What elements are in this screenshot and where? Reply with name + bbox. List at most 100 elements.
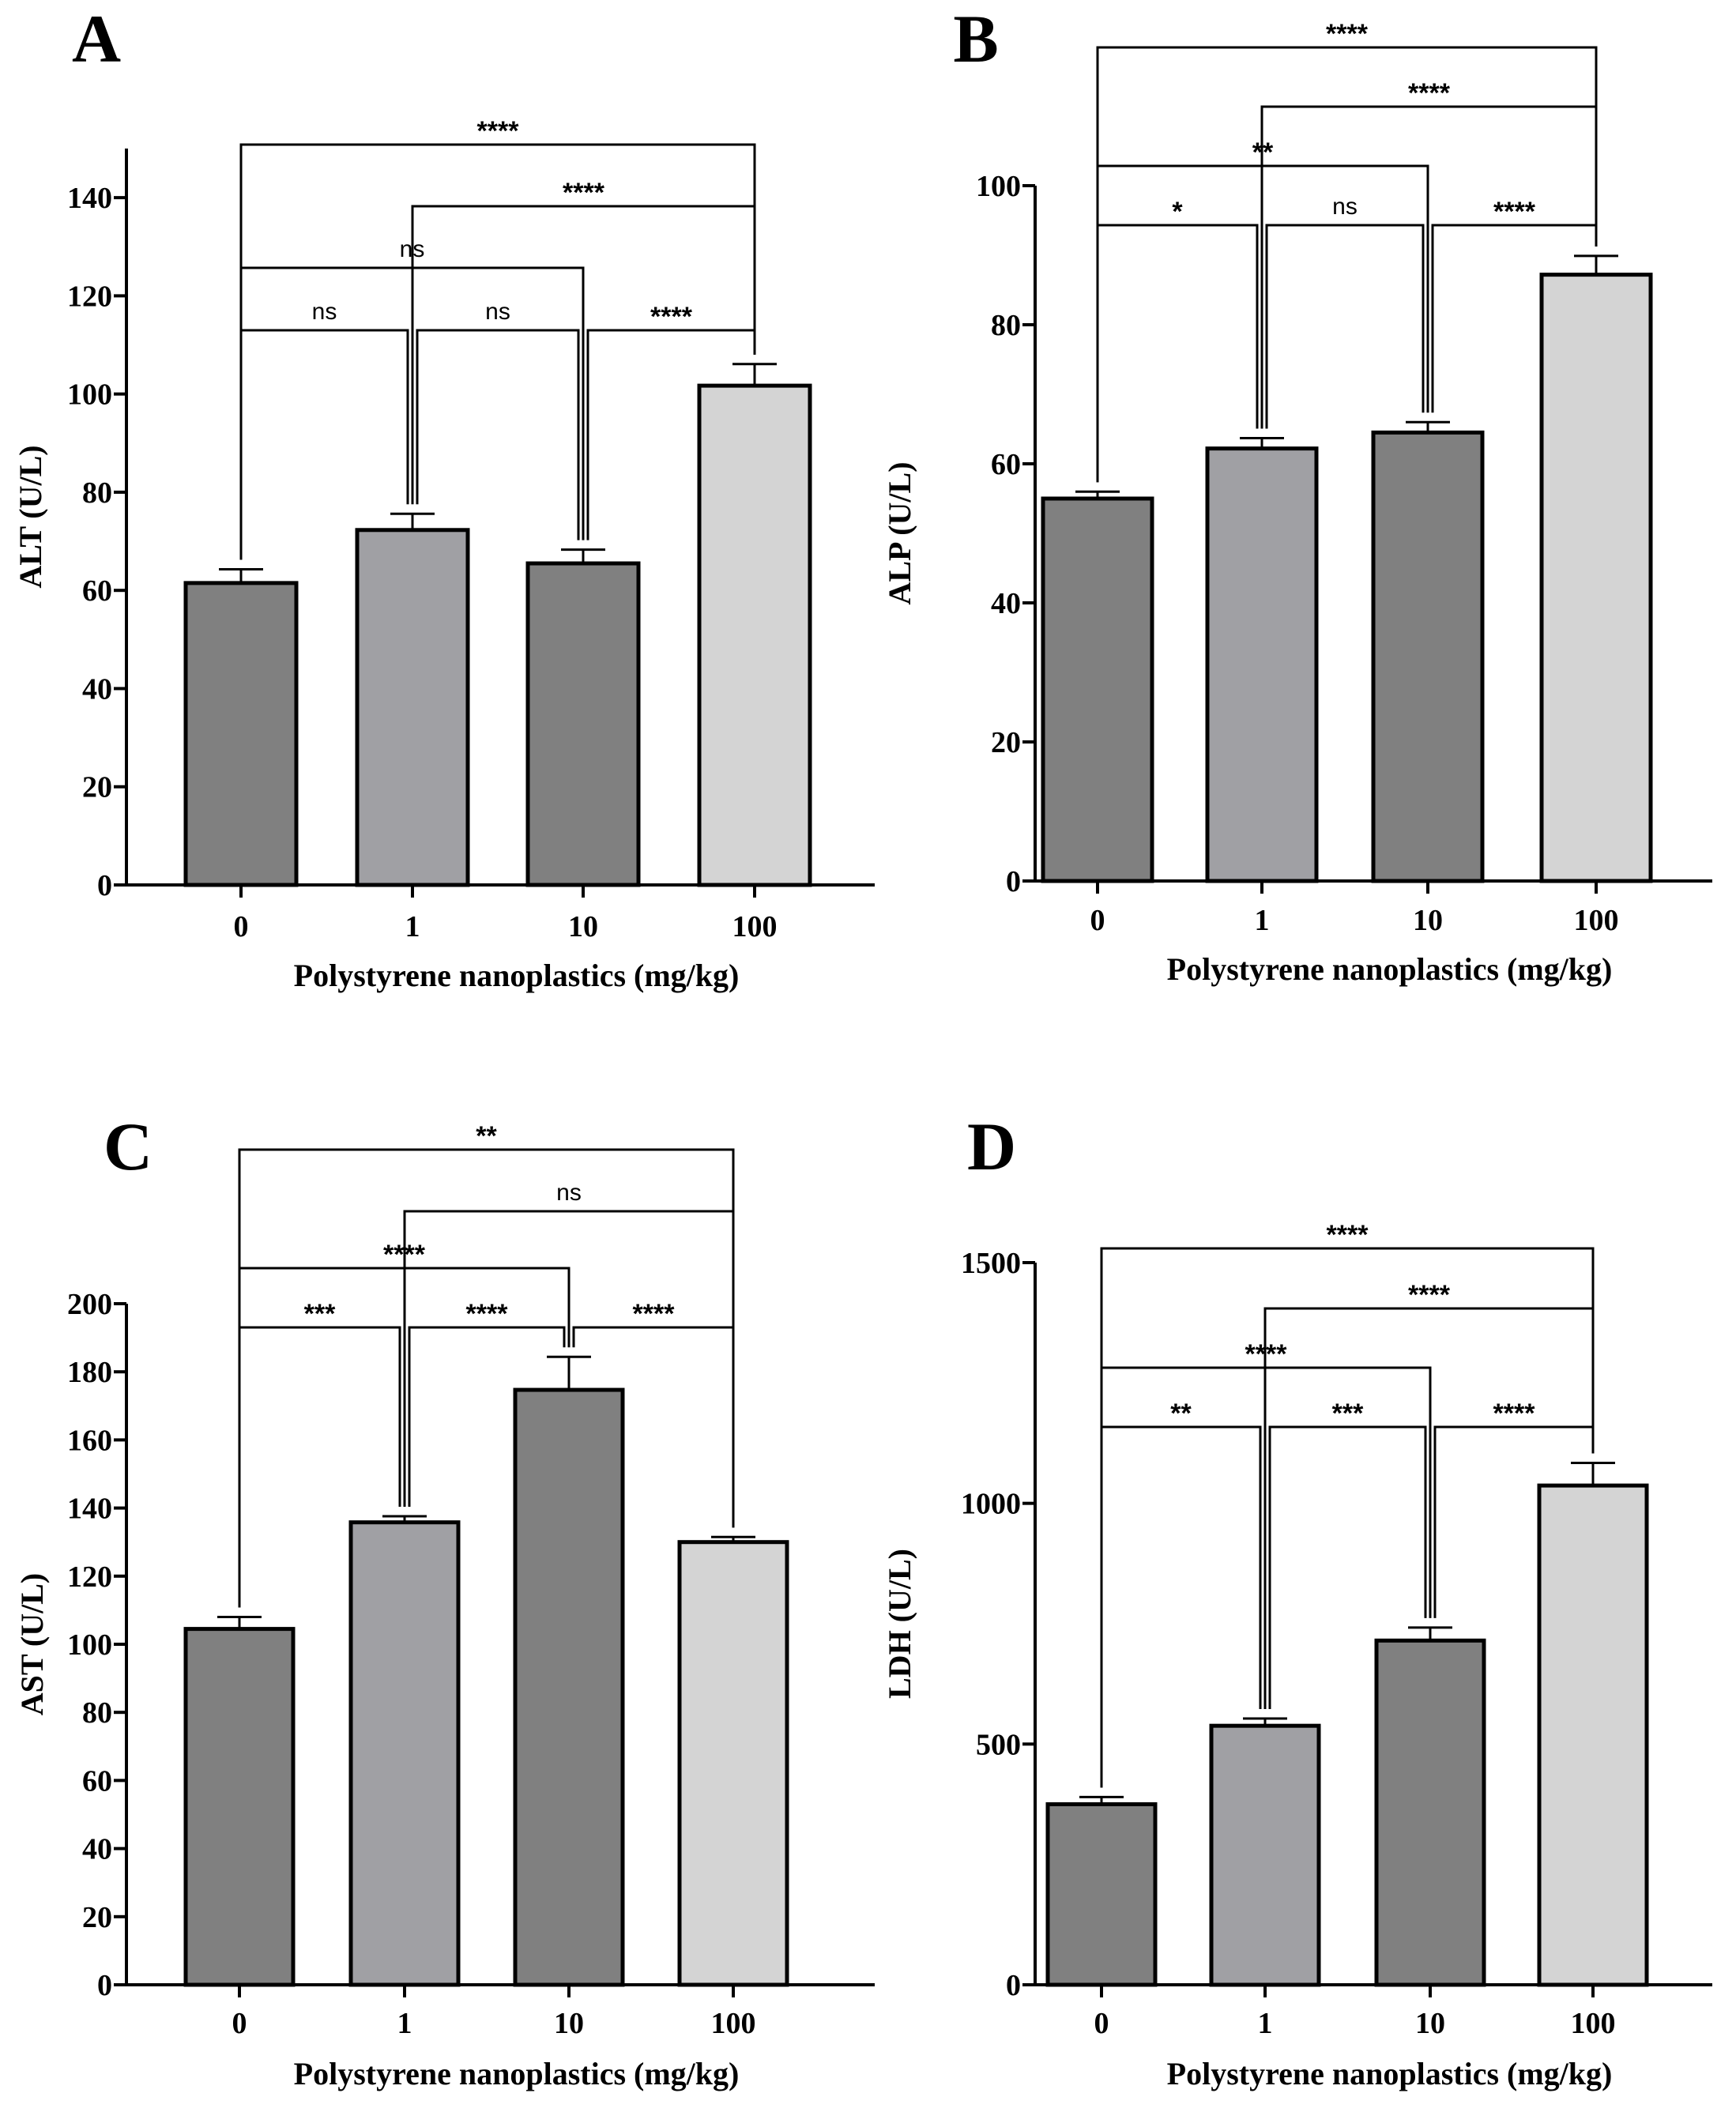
x-tick-label: 100: [1571, 2007, 1616, 2040]
significance-label: ****: [1326, 19, 1369, 49]
x-tick-label: 1: [1258, 2007, 1273, 2040]
x-tick-label: 10: [568, 910, 598, 943]
bar-100: [677, 1540, 789, 1987]
x-axis-title: Polystyrene nanoplastics (mg/kg): [1167, 2056, 1613, 2091]
bar-1: [1209, 1723, 1321, 1987]
y-tick-label: 500: [976, 1728, 1021, 1761]
bar-0: [183, 1627, 296, 1987]
significance-bracket: [416, 329, 580, 540]
significance-bracket: [1096, 224, 1259, 483]
x-tick-label: 0: [232, 2007, 247, 2040]
significance-label: ****: [1327, 1220, 1369, 1250]
x-tick-label: 0: [1090, 904, 1105, 937]
y-tick-label: 0: [1006, 865, 1021, 898]
bar-1: [1205, 446, 1319, 883]
y-tick-label: 120: [67, 1560, 112, 1594]
significance-label: ****: [633, 1299, 676, 1329]
x-axis-title: Polystyrene nanoplastics (mg/kg): [294, 2056, 740, 2091]
significance-label: ****: [650, 302, 693, 332]
x-tick-label: 0: [234, 910, 249, 943]
y-tick-label: 180: [67, 1356, 112, 1389]
x-tick-label: 100: [711, 2007, 756, 2040]
significance-label: ns: [556, 1180, 582, 1206]
significance-label: **: [1170, 1399, 1192, 1429]
y-tick-label: 140: [67, 182, 112, 215]
significance-bracket: [1268, 1425, 1427, 1710]
y-tick-label: 120: [67, 280, 112, 313]
significance-bracket: [239, 143, 756, 560]
bar-0: [1041, 496, 1154, 883]
y-axis-title: ALT (U/L): [13, 445, 48, 588]
significance-bracket: [1265, 224, 1425, 429]
y-tick-label: 0: [97, 869, 112, 902]
bar-10: [1374, 1638, 1486, 1987]
y-tick-label: 60: [82, 1764, 112, 1798]
y-tick-label: 160: [67, 1424, 112, 1457]
y-tick-label: 0: [97, 1969, 112, 2002]
significance-label: ***: [304, 1299, 336, 1329]
significance-label: ****: [466, 1299, 509, 1329]
y-tick-label: 1500: [961, 1247, 1021, 1280]
y-tick-label: 60: [82, 574, 112, 608]
x-tick-label: 100: [732, 910, 778, 943]
bar-10: [525, 561, 641, 887]
bar-10: [513, 1387, 625, 1987]
y-axis-title: LDH (U/L): [882, 1549, 917, 1699]
y-tick-label: 20: [991, 726, 1021, 759]
y-tick-label: 40: [82, 1833, 112, 1866]
x-tick-label: 1: [1255, 904, 1270, 937]
chart-panel-b: B 0 20 40 60 80 100 ALP (U/L) 0 1 10 100 Polystyrene…: [882, 1, 1712, 987]
bar-1: [355, 528, 470, 887]
y-tick-label: 0: [1006, 1969, 1021, 2002]
y-tick-label: 20: [82, 1901, 112, 1934]
bar-0: [1045, 1802, 1158, 1987]
panel-letter: D: [967, 1109, 1016, 1184]
significance-label: ****: [563, 178, 605, 208]
x-axis-title: Polystyrene nanoplastics (mg/kg): [1167, 951, 1613, 987]
significance-bracket: [1096, 46, 1598, 483]
y-tick-label: 100: [976, 170, 1021, 203]
significance-label: *: [1172, 197, 1183, 227]
y-tick-label: 80: [82, 476, 112, 510]
x-tick-label: 0: [1094, 2007, 1109, 2040]
significance-label: ****: [1408, 78, 1451, 108]
y-tick-label: 80: [991, 309, 1021, 342]
bar-10: [1371, 430, 1485, 883]
y-tick-label: 40: [991, 587, 1021, 620]
chart-panel-c: C 0 20 40 60 80 100 120 140 160 180 200 AST (U/L) 0 1 1…: [14, 1109, 875, 2091]
bar-100: [1539, 273, 1653, 883]
y-tick-label: 1000: [961, 1488, 1021, 1521]
y-tick-label: 60: [991, 448, 1021, 481]
x-tick-label: 100: [1574, 904, 1619, 937]
panel-letter: A: [72, 1, 121, 77]
panel-letter: B: [953, 1, 998, 77]
x-tick-label: 1: [397, 2007, 412, 2040]
bar-0: [183, 581, 299, 887]
y-axis-title: ALP (U/L): [882, 461, 917, 604]
significance-label: ****: [1408, 1280, 1451, 1310]
significance-label: ****: [477, 116, 520, 146]
x-tick-label: 10: [1415, 2007, 1445, 2040]
y-tick-label: 100: [67, 1628, 112, 1662]
y-tick-label: 40: [82, 672, 112, 706]
x-axis-title: Polystyrene nanoplastics (mg/kg): [294, 958, 740, 993]
x-tick-label: 10: [1413, 904, 1443, 937]
y-axis-title: AST (U/L): [14, 1573, 50, 1715]
y-tick-label: 100: [67, 378, 112, 412]
significance-label: ***: [1332, 1399, 1364, 1429]
chart-panel-a: A 0 20 40 60 80 100 120 140 ALT (U/L) 0 1 10 100 Polys…: [13, 1, 875, 993]
significance-label: ****: [1493, 1399, 1536, 1429]
significance-label: ns: [1332, 194, 1358, 220]
y-tick-label: 200: [67, 1288, 112, 1321]
significance-bracket: [1100, 1247, 1595, 1788]
x-tick-label: 1: [405, 910, 420, 943]
significance-label: ns: [485, 299, 510, 325]
bar-1: [348, 1520, 461, 1987]
significance-label: **: [476, 1121, 497, 1151]
significance-bracket: [239, 329, 409, 560]
bar-100: [697, 383, 812, 887]
y-tick-label: 140: [67, 1493, 112, 1526]
significance-bracket: [238, 1148, 735, 1608]
significance-label: ****: [1493, 197, 1536, 227]
